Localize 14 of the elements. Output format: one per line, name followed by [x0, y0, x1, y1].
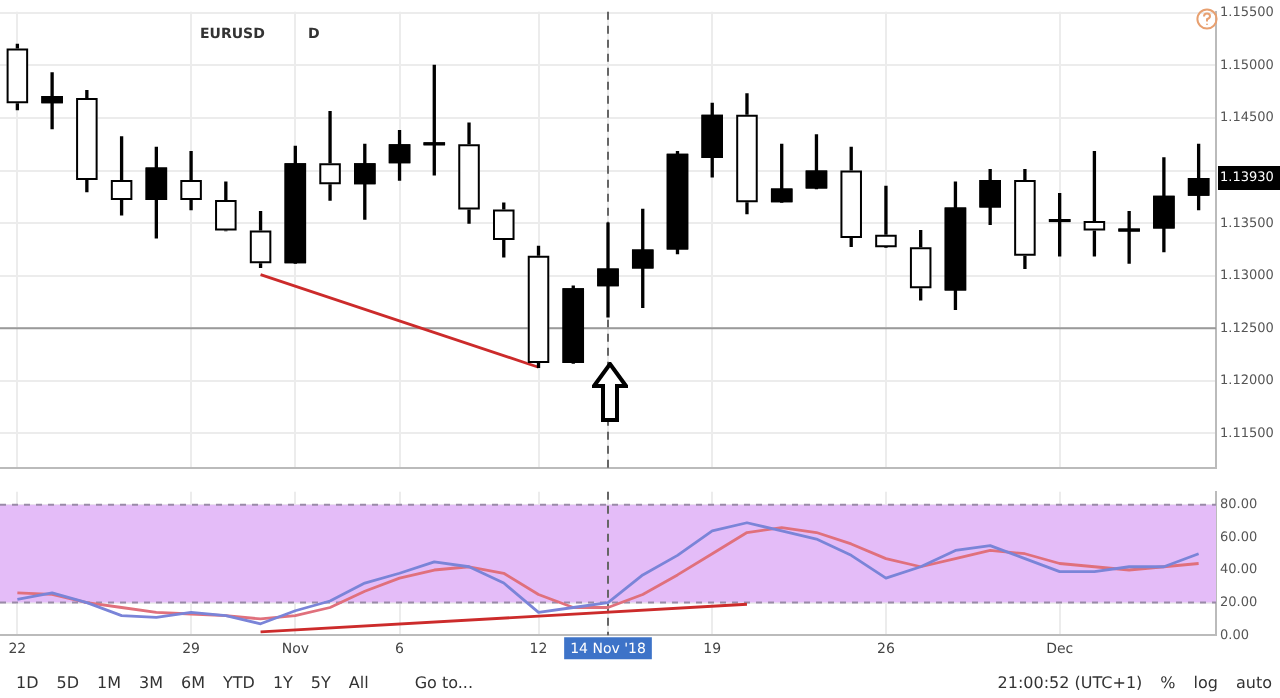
text: 3M: [139, 673, 163, 691]
text: All: [348, 673, 369, 691]
text: %: [1160, 673, 1176, 691]
text: auto: [1235, 673, 1272, 691]
text: Go to...: [414, 673, 473, 691]
text: 1D: [16, 673, 39, 691]
text: 21:00:52 (UTC+1): [997, 673, 1143, 691]
text: 1M: [97, 673, 121, 691]
text: YTD: [223, 673, 255, 691]
text: log: [1193, 673, 1218, 691]
text: 5D: [56, 673, 79, 691]
text: 5Y: [310, 673, 331, 691]
text: 6M: [181, 673, 205, 691]
text: 1Y: [272, 673, 293, 691]
